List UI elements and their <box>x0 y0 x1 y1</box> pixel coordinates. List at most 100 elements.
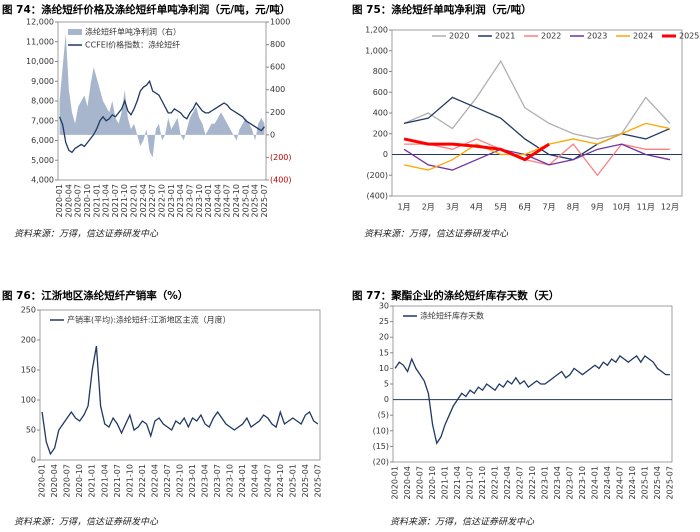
x-tick-label: 2023-04 <box>201 464 210 497</box>
x-tick-label: 2023-10 <box>226 464 235 497</box>
x-tick-label: 2020-01 <box>38 464 47 497</box>
x-tick-label: 2025-07 <box>313 464 322 497</box>
y-tick-label: 20 <box>379 333 389 342</box>
x-tick-label: 2020-10 <box>75 464 84 497</box>
y-tick-label: 800 <box>373 67 388 76</box>
x-tick-label: 2024-10 <box>232 184 241 217</box>
y-tick-label: (20) <box>373 458 389 467</box>
x-tick-label: 8月 <box>567 203 580 212</box>
y-tick-label: 200 <box>21 336 36 345</box>
y-tick-label: 4,000 <box>31 176 54 185</box>
x-tick-label: 4月 <box>470 203 483 212</box>
y-tick-label: 0 <box>383 150 388 159</box>
y-tick-label: 400 <box>373 109 388 118</box>
source-note: 资料来源：万得，信达证券研发中心 <box>14 229 159 240</box>
y-tick-label: 150 <box>21 366 36 375</box>
x-tick-label: 2024-07 <box>263 464 272 497</box>
series-line <box>404 138 670 177</box>
x-tick-label: 12月 <box>661 203 679 212</box>
x-tick-label: 7月 <box>543 203 556 212</box>
x-tick-label: 2020-04 <box>64 184 73 217</box>
chart-title: 图 77：聚酯企业的涤纶短纤库存天数（天） <box>352 289 559 302</box>
x-tick-label: 2021-04 <box>102 184 111 217</box>
x-tick-label: 2020-07 <box>74 184 83 217</box>
y-tick-label: 10 <box>379 364 389 373</box>
y2-tick-label: 600 <box>270 63 285 72</box>
y2-tick-label: 1000 <box>270 18 290 27</box>
x-tick-label: 2023-04 <box>176 184 185 217</box>
y-tick-label: 6,000 <box>31 136 54 145</box>
x-tick-label: 1月 <box>398 203 411 212</box>
x-tick-label: 2021-10 <box>120 184 129 217</box>
x-tick-label: 2023-04 <box>553 466 562 499</box>
x-tick-label: 2022-07 <box>148 184 157 217</box>
x-tick-label: 2024-04 <box>213 184 222 217</box>
x-tick-label: 2021-07 <box>111 184 120 217</box>
x-tick-label: 10月 <box>612 203 630 212</box>
x-tick-label: 2022-01 <box>130 184 139 217</box>
y2-tick-label: 200 <box>270 108 285 117</box>
x-tick-label: 2020-04 <box>50 464 59 497</box>
x-tick-label: 2022-01 <box>138 464 147 497</box>
legend-swatch <box>68 29 82 35</box>
x-tick-label: 2025-04 <box>301 464 310 497</box>
legend-label: 2022 <box>541 32 561 41</box>
x-tick-label: 2025-01 <box>241 184 250 217</box>
y-tick-label: 12,000 <box>26 18 54 27</box>
x-tick-label: 2020-10 <box>83 184 92 217</box>
y-tick-label: 1,000 <box>365 46 388 55</box>
legend-label: 涤纶短纤库存天数 <box>420 311 484 321</box>
source-note: 资料来源：万得，信达证券研发中心 <box>364 229 509 240</box>
legend-label: 2021 <box>495 32 515 41</box>
x-tick-label: 9月 <box>591 203 604 212</box>
x-tick-label: 2022-07 <box>516 466 525 499</box>
x-tick-label: 2024-07 <box>223 184 232 217</box>
legend-label: 2024 <box>633 32 653 41</box>
y-tick-label: 600 <box>373 88 388 97</box>
x-tick-label: 2020-10 <box>428 466 437 499</box>
y2-tick-label: (200) <box>270 153 292 162</box>
y-tick-label: 7,000 <box>31 116 54 125</box>
series-line <box>403 96 671 161</box>
chart-title: 图 75：涤纶短纤单吨净利润（元/吨） <box>352 3 532 16</box>
legend-label: 2023 <box>587 32 607 41</box>
y-tick-label: (15) <box>373 442 389 451</box>
x-tick-label: 2021-07 <box>466 466 475 499</box>
series-line <box>403 137 550 162</box>
legend-label: 产销率(平均):涤纶短纤:江浙地区主流（月度） <box>67 315 231 325</box>
source-note: 资料来源：万得，信达证券研发中心 <box>390 517 535 528</box>
legend-label: 2025 <box>679 32 699 41</box>
x-tick-label: 2025-04 <box>653 466 662 499</box>
x-tick-label: 2022-10 <box>158 184 167 217</box>
x-tick-label: 3月 <box>446 203 459 212</box>
y-tick-label: 25 <box>379 317 389 326</box>
series-line <box>403 59 671 140</box>
y-tick-label: 200 <box>373 129 388 138</box>
x-tick-label: 2024-04 <box>603 466 612 499</box>
series-line <box>403 122 671 171</box>
x-tick-label: 2023-10 <box>195 184 204 217</box>
y2-tick-label: (400) <box>270 176 292 185</box>
x-tick-label: 2024-10 <box>628 466 637 499</box>
x-tick-label: 2022-04 <box>150 464 159 497</box>
x-tick-label: 2020-07 <box>416 466 425 499</box>
y-tick-label: 0 <box>31 456 36 465</box>
x-tick-label: 2020-07 <box>63 464 72 497</box>
x-tick-label: 2022-10 <box>528 466 537 499</box>
y2-tick-label: 800 <box>270 40 285 49</box>
y-tick-label: 15 <box>379 348 389 357</box>
x-tick-label: 2023-10 <box>578 466 587 499</box>
x-tick-label: 2020-01 <box>391 466 400 499</box>
x-tick-label: 2月 <box>422 203 435 212</box>
x-tick-label: 2021-10 <box>478 466 487 499</box>
x-tick-label: 2023-01 <box>167 184 176 217</box>
x-tick-label: 2025-01 <box>288 464 297 497</box>
x-tick-label: 2022-04 <box>503 466 512 499</box>
y-tick-label: 1,200 <box>365 26 388 35</box>
y-tick-label: 8,000 <box>31 97 54 106</box>
x-tick-label: 2024-10 <box>276 464 285 497</box>
series-line <box>41 345 319 456</box>
x-tick-label: 2023-07 <box>565 466 574 499</box>
y-tick-label: 100 <box>21 396 36 405</box>
